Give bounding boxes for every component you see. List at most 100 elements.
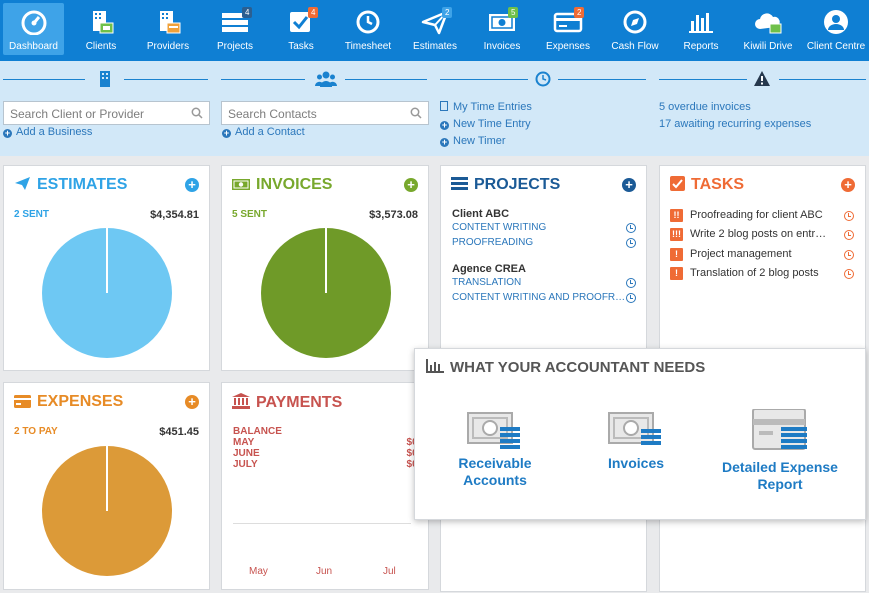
nav-dashboard[interactable]: Dashboard xyxy=(3,3,64,55)
search-icon xyxy=(410,107,422,119)
add-project-button[interactable]: + xyxy=(622,178,636,192)
overdue-invoices-link[interactable]: 5 overdue invoices xyxy=(659,101,751,113)
receivable-accounts-icon xyxy=(467,412,520,449)
cloud-drive-icon xyxy=(755,13,782,34)
nav-cash-flow[interactable]: Cash Flow xyxy=(609,3,661,55)
add-estimate-button[interactable]: + xyxy=(185,178,199,192)
search-client-input[interactable]: Search Client or Provider xyxy=(3,101,210,125)
contacts-group-icon xyxy=(315,71,337,87)
invoices-title[interactable]: INVOICES xyxy=(232,176,332,194)
add-task-button[interactable]: + xyxy=(841,178,855,192)
nav-tasks[interactable]: 4 Tasks xyxy=(275,3,327,55)
payments-card: PAYMENTS BALANCE MAY $0.0 JUNE $0.0 JULY… xyxy=(221,382,429,590)
payment-month: JUNE xyxy=(233,448,260,459)
expenses-title-text: EXPENSES xyxy=(37,393,124,410)
timer-icon[interactable] xyxy=(844,269,854,279)
timer-icon[interactable] xyxy=(626,238,636,248)
invoices-sent-count[interactable]: 5 SENT xyxy=(232,209,268,220)
nav-client-centre[interactable]: Client Centre xyxy=(806,3,866,55)
expenses-amount: $451.45 xyxy=(159,426,199,438)
invoices-report-button[interactable]: Invoices xyxy=(566,409,706,472)
nav-label: Clients xyxy=(85,41,117,52)
new-time-entry-link[interactable]: + New Time Entry xyxy=(440,118,531,130)
reports-icon xyxy=(689,13,713,33)
expenses-to-pay-count[interactable]: 2 TO PAY xyxy=(14,426,58,437)
recurring-expenses-link[interactable]: 17 awaiting recurring expenses xyxy=(659,118,811,130)
my-time-entries-label: My Time Entries xyxy=(453,101,532,113)
accountant-title: WHAT YOUR ACCOUNTANT NEEDS xyxy=(426,359,705,376)
nav-reports[interactable]: Reports xyxy=(674,3,728,55)
invoices-amount: $3,573.08 xyxy=(369,209,418,221)
priority-flag: !!! xyxy=(670,228,683,241)
invoices-icon xyxy=(489,14,515,31)
nav-label: Invoices xyxy=(483,41,521,52)
task-text: Write 2 blog posts on entrepreneurship xyxy=(690,228,830,240)
timer-icon[interactable] xyxy=(626,293,636,303)
nav-providers[interactable]: Providers xyxy=(141,3,195,55)
task-text: Project management xyxy=(690,248,792,260)
timer-icon[interactable] xyxy=(844,230,854,240)
project-task[interactable]: CONTENT WRITING xyxy=(452,222,547,233)
expenses-icon xyxy=(553,12,583,33)
receivable-accounts-line2: Accounts xyxy=(463,472,527,488)
projects-icon xyxy=(222,13,248,32)
axis-label: Jul xyxy=(383,566,396,577)
search-contacts-input[interactable]: Search Contacts xyxy=(221,101,429,125)
detailed-expense-report-button[interactable]: Detailed Expense Report xyxy=(705,409,855,493)
add-expense-button[interactable]: + xyxy=(185,395,199,409)
add-invoice-button[interactable]: + xyxy=(404,178,418,192)
nav-label: Client Centre xyxy=(806,41,866,52)
nav-invoices[interactable]: 5 Invoices xyxy=(476,3,528,55)
estimates-card: ESTIMATES + 2 SENT $4,354.81 xyxy=(3,165,210,371)
add-contact-link[interactable]: + Add a Contact xyxy=(222,126,305,138)
accountant-needs-panel: WHAT YOUR ACCOUNTANT NEEDS Receivable Ac… xyxy=(414,348,866,520)
overdue-invoices-label: 5 overdue invoices xyxy=(659,101,751,113)
invoices-report-label: Invoices xyxy=(607,455,665,471)
bank-icon xyxy=(232,393,250,409)
nav-projects[interactable]: 4 Projects xyxy=(208,3,262,55)
estimates-title-text: ESTIMATES xyxy=(37,176,128,193)
balance-label: BALANCE xyxy=(233,426,282,437)
new-timer-label: New Timer xyxy=(453,135,506,147)
expenses-count-badge: 2 xyxy=(574,7,585,18)
payments-title[interactable]: PAYMENTS xyxy=(232,393,342,412)
chart-baseline xyxy=(233,523,411,524)
timer-icon[interactable] xyxy=(626,278,636,288)
nav-timesheet[interactable]: Timesheet xyxy=(341,3,395,55)
nav-estimates[interactable]: 2 Estimates xyxy=(408,3,462,55)
expenses-title[interactable]: EXPENSES xyxy=(14,393,123,411)
warning-icon xyxy=(754,71,770,86)
plus-circle-icon: + xyxy=(440,137,449,147)
nav-expenses[interactable]: 2 Expenses xyxy=(541,3,595,55)
add-business-label: Add a Business xyxy=(16,126,93,138)
project-task[interactable]: CONTENT WRITING AND PROOFREADING xyxy=(452,292,627,303)
project-task[interactable]: PROOFREADING xyxy=(452,237,534,248)
nav-kiwili-drive[interactable]: Kiwili Drive xyxy=(741,3,795,55)
plus-circle-icon: + xyxy=(3,128,12,138)
nav-clients[interactable]: Clients xyxy=(75,3,127,55)
estimates-title[interactable]: ESTIMATES xyxy=(14,176,127,194)
plus-circle-icon: + xyxy=(440,120,449,130)
timer-icon[interactable] xyxy=(626,223,636,233)
expense-report-icon xyxy=(752,409,807,450)
timer-icon[interactable] xyxy=(844,211,854,221)
receivable-accounts-line1: Receivable xyxy=(458,455,532,471)
client-centre-icon xyxy=(824,10,848,34)
project-client-name[interactable]: Client ABC xyxy=(452,208,510,220)
divider xyxy=(779,79,866,80)
my-time-entries-link[interactable]: My Time Entries xyxy=(440,101,532,113)
task-text: Translation of 2 blog posts xyxy=(690,267,819,279)
project-task[interactable]: TRANSLATION xyxy=(452,277,522,288)
estimates-sent-count[interactable]: 2 SENT xyxy=(14,209,50,220)
divider xyxy=(345,79,427,80)
expenses-card: EXPENSES + 2 TO PAY $451.45 xyxy=(3,382,210,590)
tasks-title[interactable]: TASKS xyxy=(670,176,744,194)
divider xyxy=(558,79,646,80)
projects-title[interactable]: PROJECTS xyxy=(451,176,560,194)
project-client-name[interactable]: Agence CREA xyxy=(452,263,526,275)
add-business-link[interactable]: + Add a Business xyxy=(3,126,92,138)
receivable-accounts-button[interactable]: Receivable Accounts xyxy=(425,409,565,489)
timer-icon[interactable] xyxy=(844,250,854,260)
nav-label: Expenses xyxy=(546,41,590,52)
new-timer-link[interactable]: + New Timer xyxy=(440,135,506,147)
